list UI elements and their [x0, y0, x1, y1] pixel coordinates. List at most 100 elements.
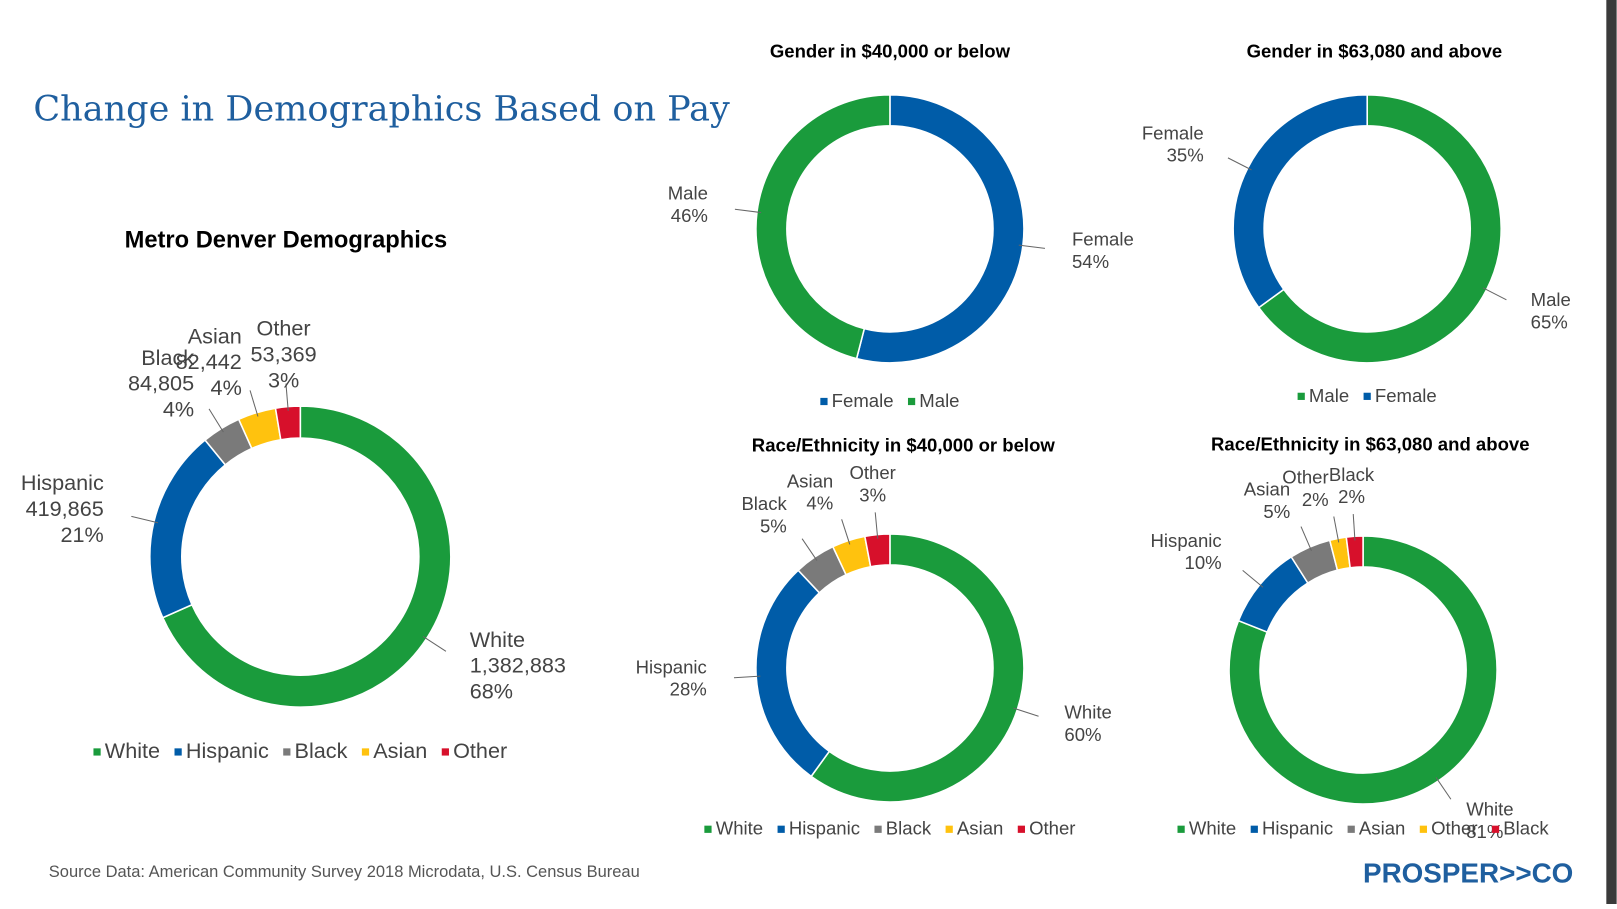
data-label-line: 84,805 [128, 370, 194, 395]
logo: PROSPER>>CO [1363, 857, 1573, 888]
data-label-line: Black [141, 344, 194, 369]
data-label: Female 54% [1072, 229, 1134, 272]
leader-line [733, 675, 761, 679]
chart-title: Metro Denver Demographics [125, 227, 448, 253]
legend-label: White [1189, 818, 1236, 839]
data-label-line: 21% [60, 522, 103, 547]
window-edge [1606, 0, 1617, 904]
legend-label: Hispanic [1262, 818, 1333, 839]
legend-swatch [907, 397, 916, 406]
data-label-line: 5% [1263, 501, 1290, 522]
leader-line [208, 408, 224, 433]
data-label-line: Hispanic [21, 470, 104, 495]
leader-line [422, 635, 447, 652]
data-label: White 60% [1064, 701, 1111, 744]
legend-swatch [704, 825, 712, 833]
chart-title: Gender in $63,080 and above [1247, 41, 1503, 62]
data-label-line: Black [1329, 464, 1375, 485]
legend-swatch [283, 748, 291, 756]
legend: Male Female [1297, 385, 1437, 406]
data-label-line: Asian [1244, 478, 1290, 499]
donut-slice [855, 94, 1025, 364]
leader-line [1300, 526, 1312, 552]
data-label-line: 4% [211, 375, 242, 400]
data-label: Hispanic 10% [1151, 530, 1222, 573]
legend-label: Black [295, 738, 348, 763]
legend-swatch [777, 825, 785, 833]
slide-title: Change in Demographics Based on Pay [33, 89, 730, 130]
legend-label: Male [919, 390, 959, 411]
legend-swatch [945, 825, 953, 833]
data-label: Hispanic 419,865 21% [21, 470, 104, 547]
data-label-line: 419,865 [26, 496, 104, 521]
legend-label: Other [453, 738, 507, 763]
data-label-line: 5% [760, 515, 787, 536]
legend-swatch [1177, 825, 1185, 833]
donut-slice [274, 405, 302, 441]
legend-swatch [1250, 825, 1258, 833]
data-label-line: 10% [1185, 552, 1222, 573]
leader-line [1333, 516, 1340, 543]
legend-label: Black [886, 818, 932, 839]
data-label-line: Other [849, 462, 895, 483]
data-label-line: Female [1072, 229, 1134, 250]
leader-line [1352, 514, 1356, 541]
donut-slice [1232, 94, 1368, 309]
data-label-line: 82,442 [176, 349, 242, 374]
leader-line [1435, 777, 1452, 800]
data-label-line: Hispanic [1151, 530, 1222, 551]
leader-line [801, 538, 818, 561]
legend: White Hispanic Black Asian Other [704, 818, 1076, 839]
leader-line [1242, 570, 1264, 588]
leader-line [1227, 157, 1252, 171]
legend-label: Asian [957, 818, 1003, 839]
legend-swatch [1419, 825, 1427, 833]
data-label-line: 68% [470, 678, 513, 703]
data-label-line: 4% [806, 492, 833, 513]
legend-label: White [105, 738, 160, 763]
leader-line [874, 512, 879, 539]
donut-slice [161, 405, 452, 708]
legend-swatch [1297, 392, 1305, 400]
data-label-line: 1,382,883 [470, 652, 566, 677]
data-label-line: 53,369 [251, 341, 317, 366]
data-label-line: 46% [671, 205, 708, 226]
legend-swatch [93, 748, 101, 756]
data-label: Black 5% [741, 493, 787, 536]
leader-line [1018, 244, 1046, 249]
data-label-line: Female [1142, 122, 1204, 143]
data-label: Hispanic 28% [636, 656, 707, 699]
legend-label: Male [1309, 385, 1349, 406]
data-label-line: Asian [787, 470, 833, 491]
legend-label: White [716, 818, 763, 839]
leader-line [131, 515, 159, 524]
data-label: Black 2% [1329, 464, 1375, 507]
data-label-line: 35% [1167, 145, 1204, 166]
data-label: Asian 5% [1244, 478, 1290, 521]
data-label: Male 46% [668, 183, 708, 226]
data-label-line: 4% [163, 396, 194, 421]
legend-swatch [1491, 825, 1500, 833]
leader-line [1013, 707, 1039, 717]
legend-swatch [361, 748, 370, 756]
data-label-line: 60% [1064, 724, 1101, 745]
data-label-line: Other [257, 315, 311, 340]
donut-slice [1345, 535, 1364, 569]
donut-slice [863, 533, 891, 568]
data-label-line: Male [1531, 289, 1571, 310]
legend-swatch [1347, 825, 1355, 833]
data-label: Male 65% [1531, 289, 1571, 332]
leader-line [285, 383, 289, 411]
legend-label: Female [832, 390, 894, 411]
legend-label: Other [1029, 818, 1075, 839]
leader-line [249, 390, 259, 417]
legend: White Hispanic Asian Other Black [1177, 818, 1549, 839]
leader-line [841, 519, 851, 545]
legend-swatch [1017, 825, 1025, 833]
data-label: Asian 82,442 4% [176, 323, 242, 400]
data-label-line: Black [741, 493, 787, 514]
data-label-line: 28% [670, 679, 707, 700]
legend: White Hispanic Black Asian Other [93, 738, 507, 763]
data-label-line: 3% [268, 367, 299, 392]
